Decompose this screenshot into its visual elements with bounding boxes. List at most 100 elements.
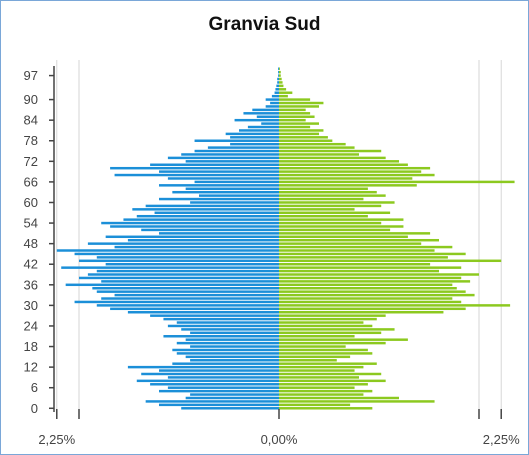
bar-right-age-79: [279, 136, 328, 139]
bar-left-age-2: [145, 400, 279, 403]
y-tick-label-0: 0: [31, 401, 38, 416]
y-tick-label-78: 78: [24, 133, 38, 148]
bar-right-age-44: [279, 256, 448, 259]
bar-left-age-9: [167, 376, 279, 379]
bar-left-age-99: [278, 67, 279, 70]
bar-right-age-75: [279, 149, 382, 153]
bar-right-age-8: [279, 379, 386, 383]
bar-left-age-70: [110, 166, 279, 170]
y-tick-label-84: 84: [24, 113, 38, 128]
x-axis: 2,25% 0,00% 2,25%: [38, 409, 520, 447]
bar-left-age-83: [261, 122, 279, 125]
bar-right-age-16: [279, 352, 373, 355]
bar-right-age-41: [279, 266, 462, 269]
bar-left-age-63: [172, 190, 279, 194]
bar-left-age-16: [176, 352, 279, 355]
bar-left-age-67: [167, 177, 279, 180]
y-tick-label-97: 97: [24, 68, 38, 83]
bar-left-age-75: [194, 149, 279, 153]
bar-right-age-30: [279, 304, 511, 307]
bar-right-age-69: [279, 170, 422, 173]
bar-left-age-96: [277, 77, 279, 81]
bar-right-age-32: [279, 297, 453, 300]
bar-left-age-90: [265, 98, 279, 101]
bar-left-age-43: [79, 259, 279, 263]
bar-right-age-3: [279, 396, 399, 400]
bar-left-age-87: [252, 108, 279, 112]
bar-left-age-45: [74, 252, 279, 256]
bar-left-age-88: [265, 105, 279, 108]
bar-left-age-7: [150, 383, 279, 386]
bar-left-age-31: [74, 300, 279, 304]
y-tick-label-90: 90: [24, 92, 38, 107]
bar-right-age-80: [279, 132, 319, 136]
bar-left-age-35: [92, 287, 279, 290]
bar-left-age-79: [230, 136, 279, 139]
bar-left-age-32: [101, 297, 279, 300]
bar-left-age-61: [159, 197, 279, 201]
bar-left-age-33: [114, 293, 279, 297]
y-tick-label-54: 54: [24, 216, 38, 231]
y-tick-label-18: 18: [24, 339, 38, 354]
bar-left-age-59: [145, 204, 279, 208]
bar-right-age-54: [279, 221, 382, 225]
bar-left-age-27: [150, 314, 279, 317]
bar-left-age-72: [185, 160, 279, 163]
bar-right-age-86: [279, 112, 311, 115]
bar-left-age-40: [96, 269, 279, 273]
bar-left-age-15: [185, 355, 279, 359]
bar-right-age-25: [279, 321, 364, 324]
bar-left-age-94: [276, 84, 279, 88]
bar-right-age-81: [279, 129, 324, 132]
bar-left-age-36: [65, 283, 279, 287]
bar-left-age-91: [271, 94, 279, 98]
bar-left-age-19: [176, 341, 279, 345]
bar-left-age-56: [136, 214, 279, 218]
bar-left-age-11: [159, 369, 279, 372]
bar-right-age-93: [279, 88, 287, 91]
bar-right-age-27: [279, 314, 386, 317]
bar-right-age-20: [279, 338, 408, 341]
bar-left-age-18: [190, 345, 279, 348]
bar-left-age-13: [172, 362, 279, 365]
bar-left-age-42: [105, 262, 279, 266]
bar-right-age-74: [279, 153, 359, 156]
bar-left-age-20: [185, 338, 279, 341]
bar-right-age-65: [279, 184, 417, 187]
bar-right-age-31: [279, 300, 462, 304]
chart-title: Granvia Sud: [208, 14, 321, 35]
y-tick-label-24: 24: [24, 318, 38, 333]
x-tick-label-0: 2,25%: [38, 432, 75, 447]
x-tick-label-1: 0,00%: [261, 432, 298, 447]
bar-right-age-55: [279, 218, 404, 221]
bar-right-age-43: [279, 259, 502, 263]
y-tick-label-36: 36: [24, 277, 38, 292]
bar-right-age-95: [279, 81, 283, 84]
bar-right-age-37: [279, 280, 471, 283]
bar-right-age-50: [279, 235, 408, 239]
bar-right-age-7: [279, 383, 368, 386]
bar-left-age-12: [127, 365, 279, 369]
bar-left-age-69: [159, 170, 279, 173]
bar-left-age-52: [141, 228, 279, 232]
bar-left-age-82: [247, 125, 279, 129]
bar-right-age-9: [279, 376, 359, 379]
bar-left-age-73: [167, 156, 279, 160]
bar-left-age-8: [136, 379, 279, 383]
bar-right-age-64: [279, 187, 368, 190]
bar-right-age-63: [279, 190, 377, 194]
bar-left-age-95: [277, 81, 279, 84]
y-tick-label-72: 72: [24, 154, 38, 169]
bar-left-age-0: [181, 407, 279, 410]
bar-right-age-38: [279, 276, 462, 280]
bar-right-age-34: [279, 290, 466, 293]
y-tick-label-6: 6: [31, 380, 38, 395]
bar-left-age-78: [194, 139, 279, 142]
bar-right-age-18: [279, 345, 346, 348]
bar-right-age-97: [279, 74, 281, 77]
bar-right-age-91: [279, 94, 288, 98]
bar-right-age-57: [279, 211, 391, 215]
bar-left-age-98: [278, 70, 279, 74]
bar-right-age-49: [279, 238, 439, 242]
